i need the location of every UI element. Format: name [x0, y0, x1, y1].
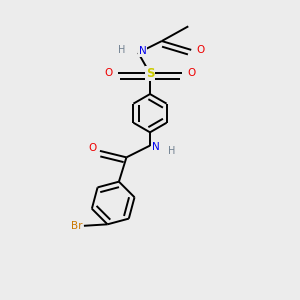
Text: O: O [88, 143, 97, 153]
Text: N: N [152, 142, 160, 152]
Text: O: O [187, 68, 195, 78]
Text: O: O [196, 45, 204, 55]
Text: Br: Br [71, 221, 82, 231]
Text: S: S [146, 67, 154, 80]
Text: H: H [168, 146, 176, 156]
Text: H: H [118, 45, 126, 55]
Text: O: O [105, 68, 113, 78]
Text: N: N [139, 46, 146, 56]
